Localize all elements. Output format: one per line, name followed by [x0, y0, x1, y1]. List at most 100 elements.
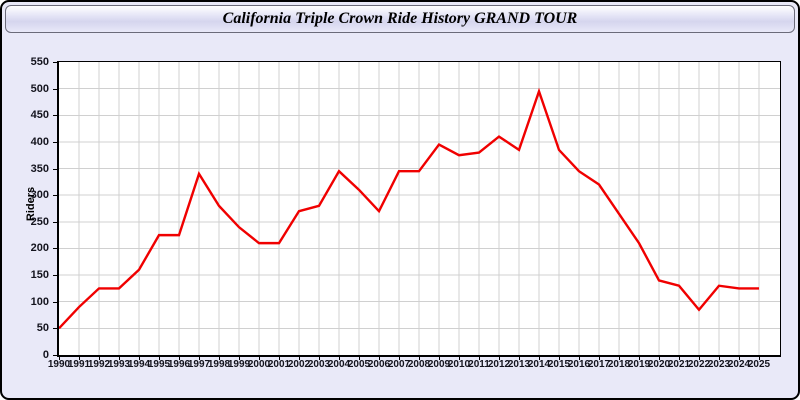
y-tick-label: 100 [30, 295, 49, 308]
x-tick [399, 356, 400, 360]
x-tick-label: 1996 [167, 359, 191, 370]
y-tick [53, 62, 57, 63]
x-tick-label: 2012 [487, 359, 511, 370]
x-tick-label: 1991 [67, 359, 91, 370]
y-tick [53, 195, 57, 197]
x-tick [339, 356, 340, 360]
y-tick [53, 221, 57, 223]
x-tick-label: 2004 [327, 359, 351, 370]
y-tick-label: 50 [36, 322, 49, 335]
x-tick-label: 2018 [607, 359, 631, 370]
y-tick [53, 301, 57, 303]
x-tick [519, 356, 520, 360]
x-tick [359, 356, 360, 360]
series-riders [59, 87, 759, 330]
x-tick-label: 2015 [547, 359, 571, 370]
x-tick [559, 356, 560, 360]
x-tick-label: 2021 [667, 359, 691, 370]
y-tick [53, 328, 57, 330]
x-tick [699, 356, 700, 360]
y-tick-label: 0 [42, 349, 49, 361]
x-tick [79, 356, 80, 360]
y-tick [53, 248, 57, 250]
x-tick [59, 356, 60, 360]
x-tick-label: 2000 [247, 359, 271, 370]
y-tick-label: 200 [30, 242, 49, 255]
x-tick-label: 2011 [468, 359, 490, 370]
x-tick [619, 356, 620, 360]
x-tick [159, 356, 160, 360]
y-tick [53, 168, 57, 170]
x-tick [599, 356, 600, 360]
x-tick-label: 1994 [127, 359, 151, 370]
x-tick [219, 356, 220, 360]
y-tick-label: 450 [30, 109, 49, 122]
x-tick [499, 356, 500, 360]
y-tick [53, 115, 57, 117]
x-tick [279, 356, 280, 360]
x-tick-label: 1997 [187, 359, 211, 370]
x-tick [379, 356, 380, 360]
x-tick [259, 356, 260, 360]
x-tick [679, 356, 680, 360]
y-tick-label: 250 [30, 215, 49, 228]
page-title: California Triple Crown Ride History GRA… [222, 10, 578, 27]
x-tick-label: 2016 [567, 359, 591, 370]
y-tick-label: 150 [30, 269, 49, 282]
x-tick-label: 1990 [47, 359, 71, 370]
y-tick [53, 355, 57, 356]
x-tick-label: 2013 [507, 359, 531, 370]
x-tick-label: 2009 [427, 359, 451, 370]
x-tick-label: 2003 [307, 359, 331, 370]
x-tick-label: 1998 [207, 359, 231, 370]
x-tick-label: 2005 [347, 359, 371, 370]
x-tick [119, 356, 120, 360]
title-bar: California Triple Crown Ride History GRA… [5, 5, 795, 33]
ride-history-line-chart [59, 62, 780, 355]
y-tick [53, 88, 57, 90]
x-tick-label: 2019 [627, 359, 651, 370]
x-tick [459, 356, 460, 360]
x-tick [479, 356, 480, 360]
y-tick [53, 275, 57, 277]
x-tick-label: 2006 [367, 359, 391, 370]
y-tick-label: 350 [30, 162, 49, 175]
x-tick-label: 1995 [147, 359, 171, 370]
y-tick-label: 550 [30, 56, 49, 68]
x-tick [439, 356, 440, 360]
x-tick [239, 356, 240, 360]
x-tick-label: 2024 [727, 359, 751, 370]
x-tick-label: 1992 [87, 359, 111, 370]
x-tick-label: 2007 [387, 359, 411, 370]
x-tick [319, 356, 320, 360]
plot-area [57, 61, 781, 357]
x-tick [419, 356, 420, 360]
x-tick [139, 356, 140, 360]
x-tick [99, 356, 100, 360]
y-tick [53, 141, 57, 143]
x-tick-label: 2017 [587, 359, 611, 370]
x-tick [299, 356, 300, 360]
x-tick [539, 356, 540, 360]
y-tick-label: 500 [30, 82, 49, 95]
x-tick [719, 356, 720, 360]
x-tick-label: 2020 [647, 359, 671, 370]
x-tick [639, 356, 640, 360]
x-tick-label: 1993 [107, 359, 131, 370]
y-tick-label: 300 [30, 189, 49, 202]
x-tick-label: 1999 [227, 359, 251, 370]
x-tick-label: 2002 [287, 359, 311, 370]
x-tick-label: 2001 [267, 359, 291, 370]
x-tick [739, 356, 740, 360]
x-tick-label: 2023 [707, 359, 731, 370]
x-tick-label: 2014 [527, 359, 551, 370]
x-tick [579, 356, 580, 360]
x-tick-label: 2025 [747, 359, 771, 370]
x-tick-label: 2022 [687, 359, 711, 370]
x-tick-label: 2010 [447, 359, 471, 370]
x-tick [179, 356, 180, 360]
y-tick-label: 400 [30, 135, 49, 148]
x-tick-label: 2008 [407, 359, 431, 370]
x-tick [659, 356, 660, 360]
